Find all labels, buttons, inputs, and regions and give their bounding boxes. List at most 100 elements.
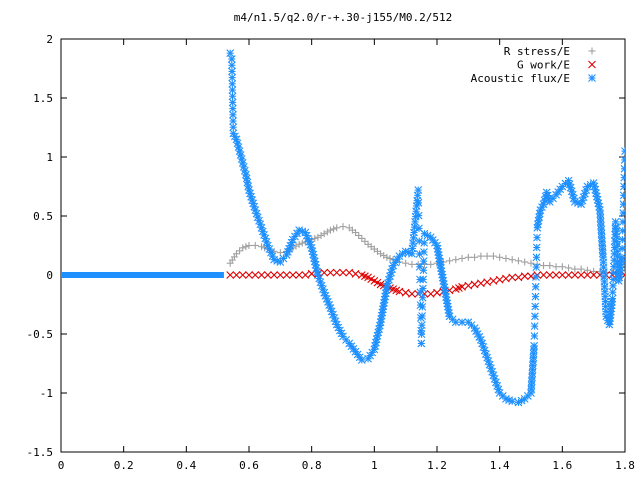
data-point (257, 271, 266, 279)
data-point (276, 271, 285, 279)
data-point (345, 268, 354, 277)
data-point (402, 259, 410, 267)
data-point (620, 156, 625, 164)
data-point (232, 271, 241, 279)
data-point (483, 278, 492, 286)
data-point (514, 273, 523, 282)
data-point (227, 55, 236, 63)
data-point (229, 123, 238, 132)
y-tick-label: 0 (46, 269, 53, 282)
data-point (619, 218, 625, 226)
x-tick-label: 1 (371, 459, 378, 472)
data-point (263, 271, 272, 279)
data-point (242, 243, 250, 251)
x-tick-label: 1.4 (490, 459, 510, 472)
data-point (228, 104, 237, 113)
data-point (477, 252, 485, 260)
plot-frame (60, 38, 626, 453)
data-point (619, 200, 625, 209)
data-point (621, 147, 625, 155)
data-point (414, 211, 423, 220)
data-point (598, 245, 607, 254)
data-point (471, 253, 479, 261)
data-point (596, 267, 604, 275)
data-point (330, 225, 338, 233)
data-point (508, 273, 517, 282)
data-point (377, 250, 385, 258)
data-point (228, 61, 236, 70)
data-point (583, 266, 591, 274)
data-point (495, 275, 504, 284)
data-point (489, 252, 497, 260)
legend-marker (588, 74, 596, 82)
data-point (420, 248, 428, 256)
data-point (288, 271, 297, 279)
data-point (228, 92, 237, 101)
data-point (530, 322, 539, 331)
data-point (417, 330, 426, 339)
data-point (295, 240, 303, 248)
data-point (470, 324, 479, 332)
data-point (251, 271, 260, 279)
data-point (228, 98, 237, 107)
data-point (320, 230, 328, 238)
data-point (508, 256, 516, 264)
data-point (229, 117, 237, 125)
data-point (418, 293, 427, 302)
data-point (570, 271, 579, 279)
data-point (476, 279, 485, 288)
data-point (326, 268, 335, 277)
data-point (386, 254, 394, 262)
data-point (620, 173, 625, 182)
data-point (245, 242, 253, 249)
data-point (583, 271, 592, 279)
data-point (571, 265, 579, 273)
x-tick-label: 0.6 (239, 459, 259, 472)
data-point (514, 257, 522, 265)
data-point (232, 250, 240, 258)
data-point (419, 284, 427, 293)
data-point (458, 254, 466, 262)
data-point (618, 244, 625, 253)
data-point (552, 271, 560, 279)
data-point (418, 312, 427, 320)
data-point (408, 260, 416, 268)
data-point (496, 253, 504, 261)
data-point (619, 209, 625, 217)
data-point (565, 264, 573, 272)
data-point (531, 282, 540, 291)
data-point (620, 182, 625, 191)
data-point (508, 397, 517, 406)
data-point (426, 289, 435, 298)
data-point (540, 262, 548, 270)
legend-marker (588, 47, 596, 55)
data-point (270, 271, 278, 279)
data-point (590, 267, 598, 275)
data-point (314, 233, 322, 241)
data-point (317, 231, 325, 239)
data-point (371, 342, 380, 350)
data-point (439, 280, 448, 289)
data-point (414, 198, 423, 207)
data-point (489, 277, 498, 285)
data-point (229, 110, 237, 119)
data-point (332, 268, 341, 277)
data-point (618, 226, 625, 235)
data-point (352, 229, 360, 237)
y-tick-label: -0.5 (27, 328, 54, 341)
data-point (470, 280, 479, 289)
legend-label: Acoustic flux/E (471, 72, 570, 85)
data-point (395, 287, 404, 296)
data-point (417, 339, 426, 348)
data-point (546, 262, 554, 270)
data-point (420, 238, 429, 247)
data-point (339, 268, 347, 277)
data-point (545, 271, 554, 279)
x-tick-label: 1.6 (552, 459, 572, 472)
data-point (414, 186, 423, 194)
x-tick-label: 1.2 (427, 459, 447, 472)
data-point (577, 265, 585, 273)
series-layer (61, 49, 625, 407)
